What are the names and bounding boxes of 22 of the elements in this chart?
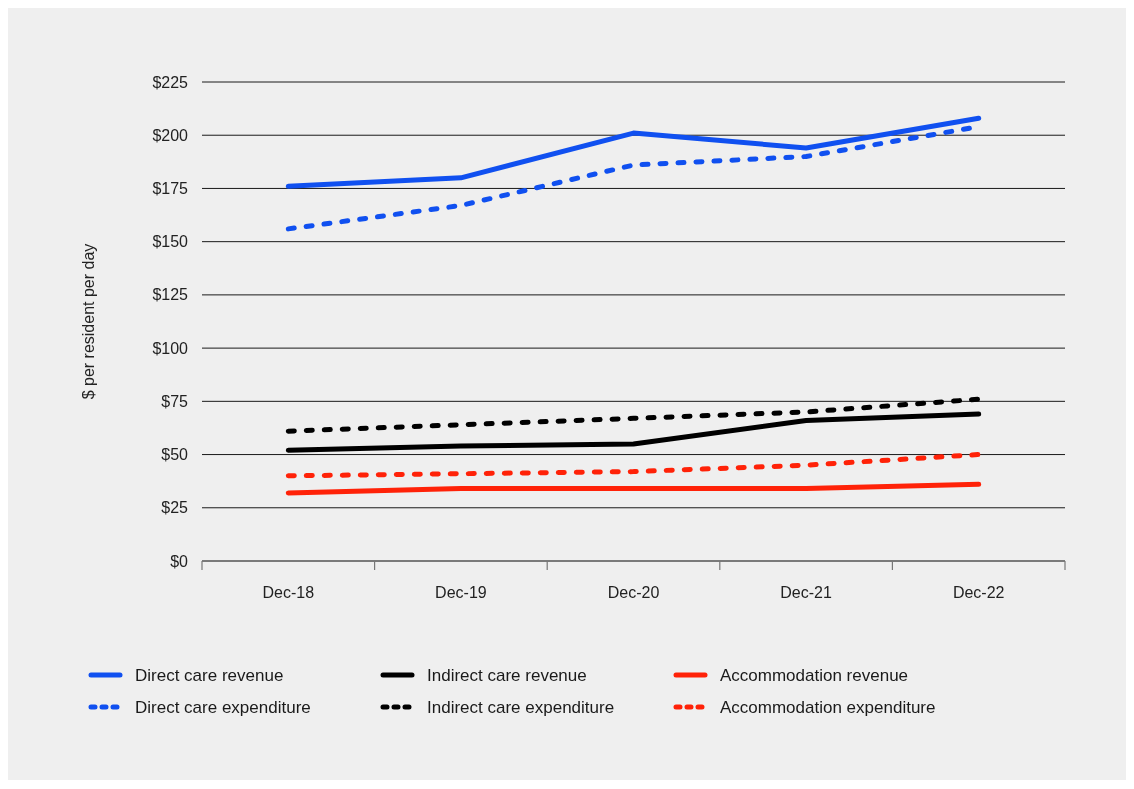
y-tick-label: $25 bbox=[161, 499, 189, 517]
x-tick-label: Dec-18 bbox=[262, 583, 315, 601]
legend-label: Accommodation expenditure bbox=[720, 697, 936, 717]
y-tick-label: $150 bbox=[152, 233, 189, 251]
y-tick-label: $200 bbox=[152, 126, 189, 144]
legend-label: Accommodation revenue bbox=[720, 665, 909, 685]
legend-label: Indirect care revenue bbox=[427, 665, 587, 685]
x-tick-label: Dec-22 bbox=[952, 583, 1005, 601]
y-axis-title: $ per resident per day bbox=[80, 243, 97, 400]
x-tick-label: Dec-20 bbox=[607, 583, 660, 601]
y-tick-label: $0 bbox=[170, 552, 189, 570]
legend-label: Direct care expenditure bbox=[135, 697, 311, 717]
y-tick-label: $175 bbox=[152, 180, 189, 198]
y-tick-label: $50 bbox=[161, 446, 189, 464]
x-tick-label: Dec-21 bbox=[780, 583, 832, 601]
y-tick-label: $75 bbox=[161, 392, 189, 410]
y-tick-label: $100 bbox=[152, 339, 189, 357]
x-tick-label: Dec-19 bbox=[435, 583, 487, 601]
y-tick-label: $125 bbox=[152, 286, 189, 304]
legend-label: Direct care revenue bbox=[135, 665, 284, 685]
legend-label: Indirect care expenditure bbox=[427, 697, 615, 717]
y-tick-label: $225 bbox=[152, 73, 189, 91]
